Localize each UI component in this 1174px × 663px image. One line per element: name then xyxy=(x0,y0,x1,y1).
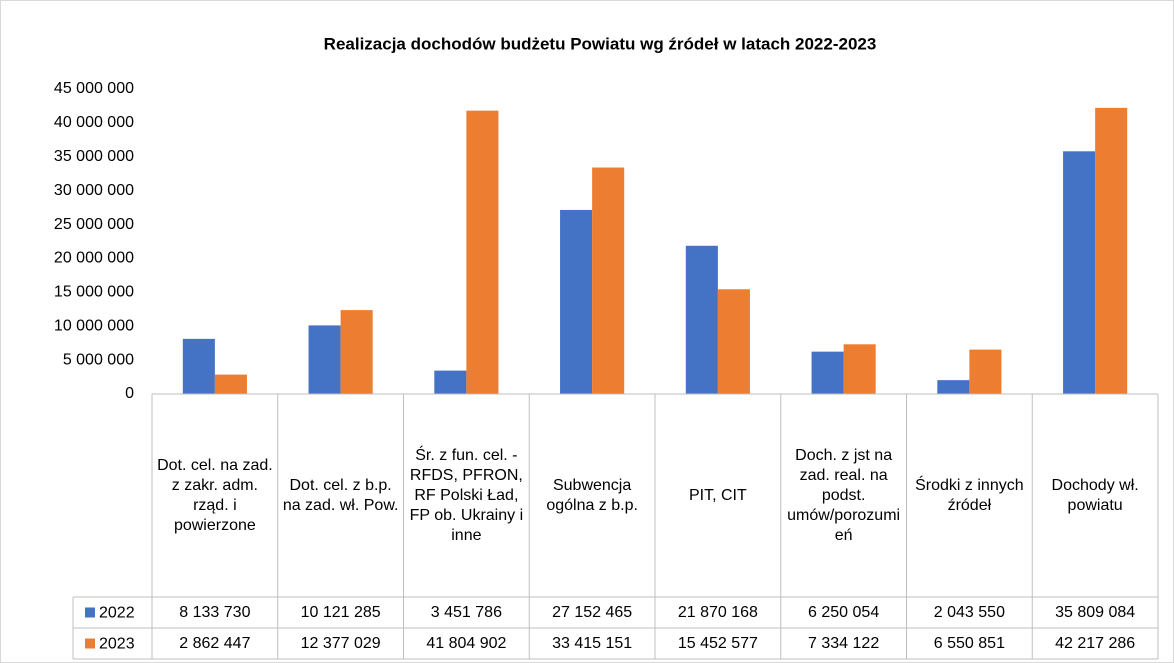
category-label: Środki z innych źródeł xyxy=(915,476,1024,514)
value-label: 33 415 151 xyxy=(552,634,633,652)
category-label: Doch. z jst na zad. real. na podst. umów… xyxy=(787,446,901,544)
y-tick-label: 25 000 000 xyxy=(54,216,134,233)
y-tick-label: 5 000 000 xyxy=(63,351,134,368)
bar xyxy=(560,209,593,394)
y-tick-label: 0 xyxy=(125,385,134,402)
value-label: 15 452 577 xyxy=(677,634,758,652)
value-label: 8 133 730 xyxy=(179,603,251,621)
bar xyxy=(811,351,844,394)
chart-title: Realizacja dochodów budżetu Powiatu wg ź… xyxy=(324,34,877,53)
y-tick-label: 35 000 000 xyxy=(54,148,134,165)
y-tick-label: 15 000 000 xyxy=(54,284,134,301)
category-label: Śr. z fun. cel. - RFDS, PFRON, RF Polski… xyxy=(409,446,524,544)
bar xyxy=(214,374,247,394)
value-label: 2 043 550 xyxy=(933,603,1005,621)
category-label: PIT, CIT xyxy=(688,486,747,504)
y-tick-label: 40 000 000 xyxy=(54,114,134,131)
legend-marker xyxy=(85,607,95,618)
category-label: Dot. cel. na zad. z zakr. adm. rząd. i p… xyxy=(157,456,273,534)
y-tick-label: 45 000 000 xyxy=(54,80,134,97)
legend-marker xyxy=(85,638,95,649)
bar xyxy=(1095,107,1128,394)
value-label: 12 377 029 xyxy=(300,634,381,652)
y-tick-label: 20 000 000 xyxy=(54,250,134,267)
category-label: Subwencja ogólna z b.p. xyxy=(546,476,638,514)
bar xyxy=(843,344,876,394)
value-label: 2 862 447 xyxy=(179,634,251,652)
bar xyxy=(592,167,625,394)
bar xyxy=(340,310,373,394)
bar xyxy=(685,245,718,394)
value-label: 27 152 465 xyxy=(552,603,633,621)
category-label: Dochody wł. powiatu xyxy=(1051,476,1139,514)
bar xyxy=(308,325,341,394)
value-label: 42 217 286 xyxy=(1055,634,1136,652)
y-tick-label: 30 000 000 xyxy=(54,182,134,199)
bar xyxy=(969,349,1002,394)
legend-label: 2023 xyxy=(99,636,135,653)
value-label: 6 550 851 xyxy=(933,634,1005,652)
bar xyxy=(434,370,467,394)
value-label: 3 451 786 xyxy=(430,603,502,621)
bar xyxy=(717,289,750,394)
bar xyxy=(466,110,499,394)
value-label: 6 250 054 xyxy=(808,603,880,621)
value-label: 10 121 285 xyxy=(300,603,381,621)
bar xyxy=(937,380,970,394)
value-label: 21 870 168 xyxy=(677,603,758,621)
bar xyxy=(182,338,215,394)
category-label: Dot. cel. z b.p. na zad. wł. Pow. xyxy=(282,476,399,514)
bar xyxy=(1063,151,1096,394)
value-label: 35 809 084 xyxy=(1055,603,1136,621)
value-label: 41 804 902 xyxy=(426,634,507,652)
y-tick-label: 10 000 000 xyxy=(54,317,134,334)
legend-label: 2022 xyxy=(99,605,135,622)
value-label: 7 334 122 xyxy=(808,634,880,652)
